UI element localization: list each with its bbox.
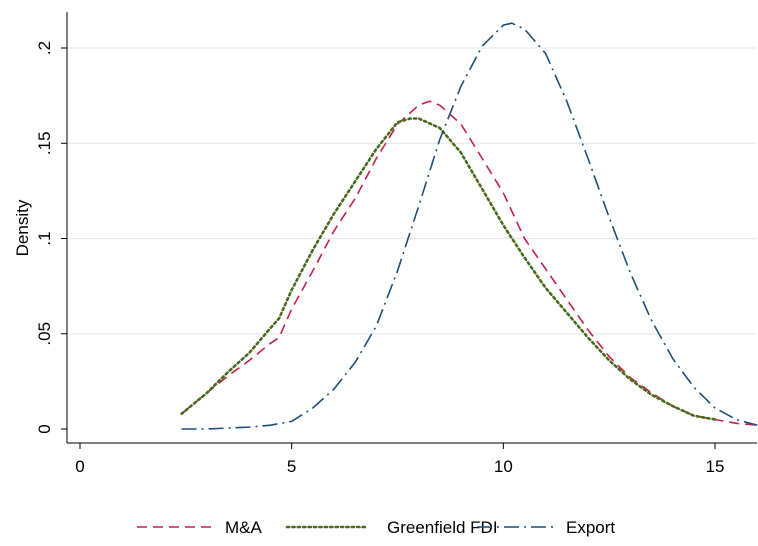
gridlines [68, 47, 757, 335]
ticks: 0 .05 .1 .15 .2 0 5 10 15 [35, 41, 724, 476]
x-tick-label: 10 [494, 457, 513, 476]
y-tick-label: .05 [35, 322, 54, 346]
legend-label-2: Export [566, 518, 615, 537]
series-line-2 [181, 22, 758, 430]
x-tick-label: 5 [287, 457, 296, 476]
series-line-1 [180, 117, 717, 421]
legend-label-1: Greenfield FDI [387, 518, 498, 537]
legend: M&A Greenfield FDI Export [137, 518, 615, 537]
y-tick-label: 0 [35, 424, 54, 433]
legend-label-0: M&A [225, 518, 263, 537]
series-line-0 [181, 100, 758, 426]
x-tick-label: 0 [75, 457, 84, 476]
legend-item-0: M&A [137, 518, 263, 537]
y-tick-label: .2 [35, 41, 54, 55]
legend-item-2: Export [477, 518, 615, 537]
x-tick-label: 15 [706, 457, 725, 476]
y-axis-title: Density [13, 199, 32, 256]
y-tick-label: .15 [35, 131, 54, 155]
legend-item-1: Greenfield FDI [285, 518, 498, 537]
y-tick-label: .1 [35, 231, 54, 245]
series-lines [180, 22, 758, 430]
axes [66, 12, 757, 444]
y-axis-title-group: Density [13, 199, 32, 256]
